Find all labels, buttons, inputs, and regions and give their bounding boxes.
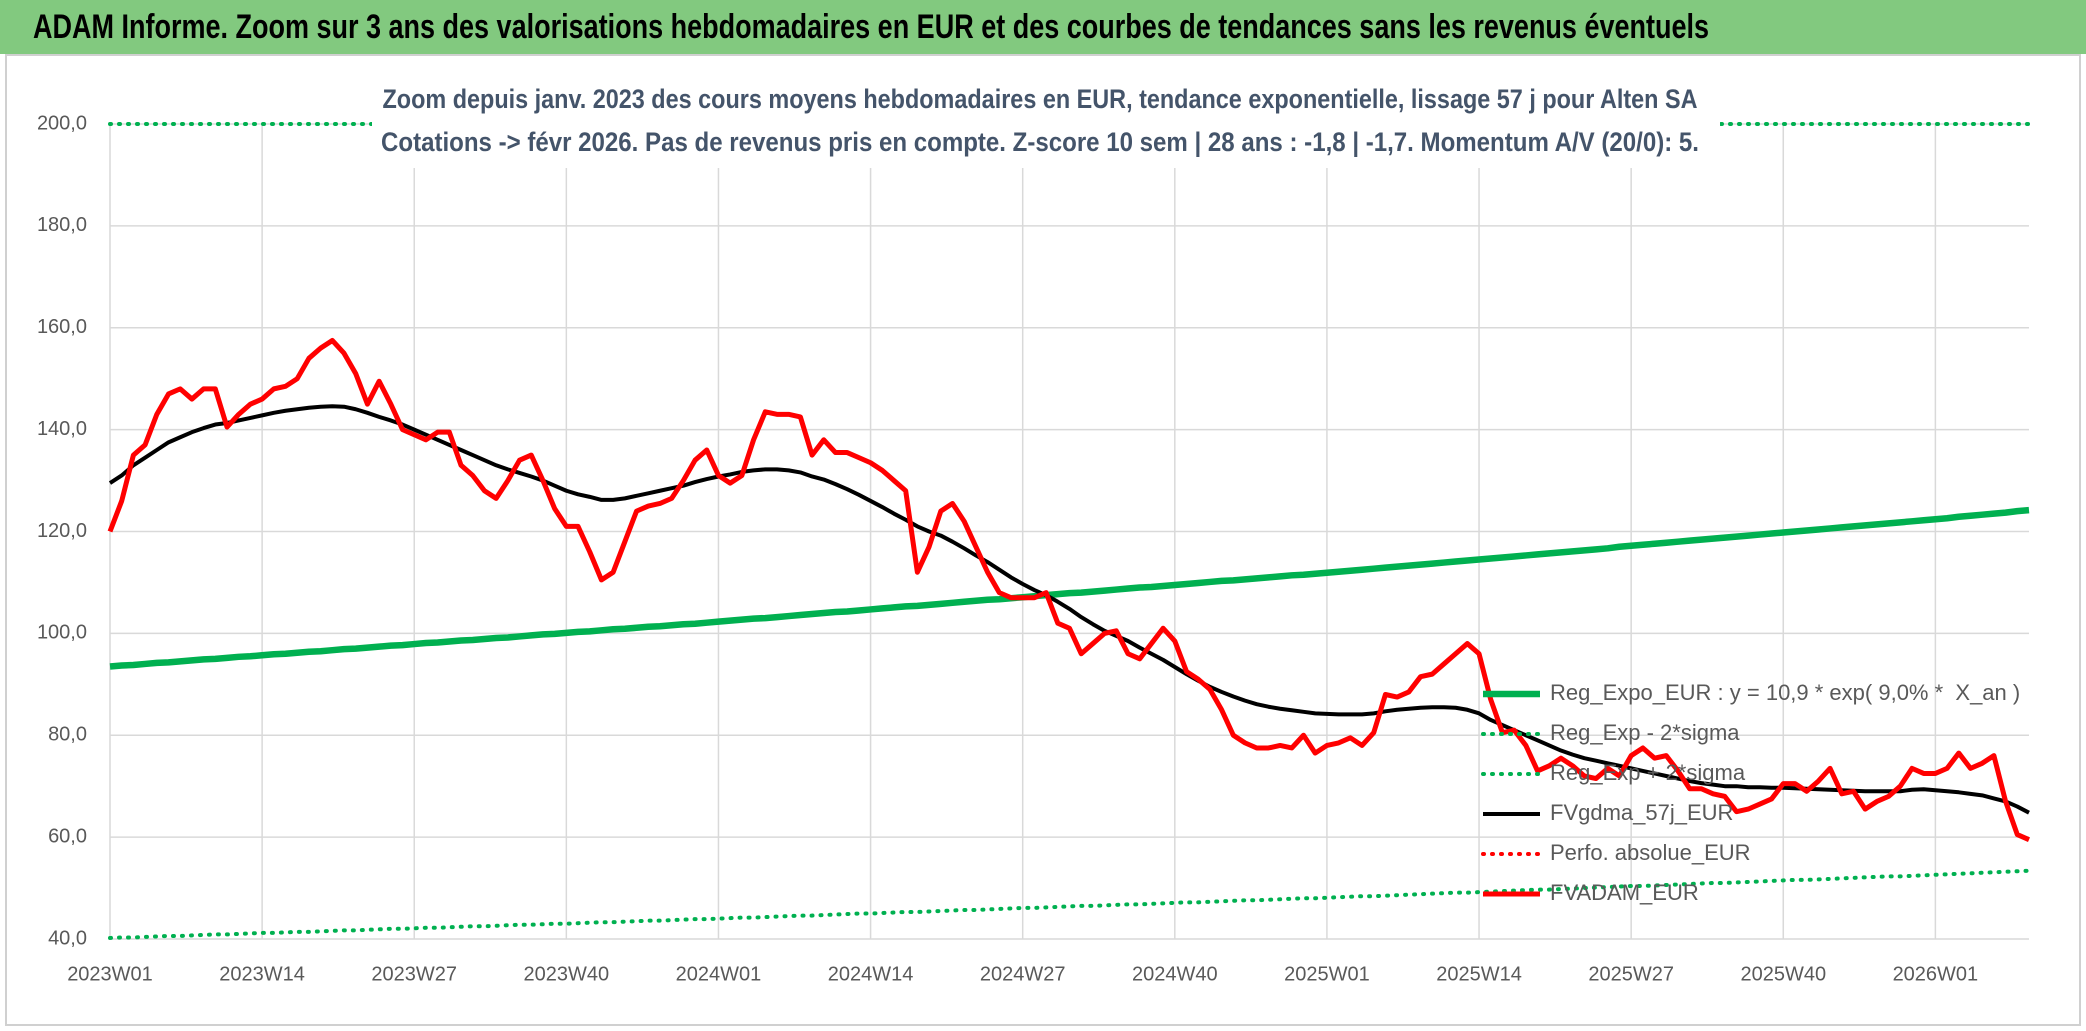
x-tick-label: 2025W40 (1740, 963, 1826, 985)
legend-label: Perfo. absolue_EUR (1550, 840, 1751, 865)
x-tick-label: 2023W40 (524, 963, 610, 985)
legend-label: Reg_Expo_EUR : y = 10,9 * exp( 9,0% * X_… (1550, 680, 2020, 705)
y-tick-label: 180,0 (37, 214, 87, 236)
header-bar (0, 0, 2086, 54)
x-tick-label: 2024W40 (1132, 963, 1218, 985)
y-tick-label: 160,0 (37, 316, 87, 338)
chart-frame (5, 54, 2081, 1026)
x-tick-label: 2026W01 (1893, 963, 1979, 985)
x-tick-label: 2023W14 (219, 963, 305, 985)
x-tick-label: 2024W01 (676, 963, 762, 985)
series-line (109, 506, 2030, 670)
legend-label: FVADAM_EUR (1550, 880, 1699, 905)
y-tick-label: 140,0 (37, 418, 87, 440)
y-tick-label: 100,0 (37, 622, 87, 644)
y-tick-label: 200,0 (37, 112, 87, 134)
y-tick-label: 120,0 (37, 520, 87, 542)
chart-title: ADAM Informe. Zoom sur 3 ans des valoris… (33, 8, 1709, 46)
x-tick-label: 2023W01 (67, 963, 153, 985)
subtitle-background (372, 80, 1720, 168)
y-tick-label: 60,0 (48, 825, 87, 847)
subtitle-line: Zoom depuis janv. 2023 des cours moyens … (383, 84, 1698, 114)
x-tick-label: 2024W14 (828, 963, 914, 985)
x-tick-label: 2023W27 (371, 963, 457, 985)
x-tick-label: 2025W14 (1436, 963, 1522, 985)
series-line (108, 868, 2031, 940)
y-tick-label: 40,0 (48, 927, 87, 949)
grid: 40,0 60,0 80,0 100,0 120,0 140,0 160,0 180,0 200… (37, 112, 2029, 985)
legend-label: FVgdma_57j_EUR (1550, 800, 1733, 825)
y-tick-label: 80,0 (48, 724, 87, 746)
legend: Reg_Expo_EUR : y = 10,9 * exp( 9,0% * X_… (1481, 680, 2020, 905)
x-tick-label: 2025W01 (1284, 963, 1370, 985)
legend-label: Reg_Exp + 2*sigma (1550, 760, 1746, 785)
plot-area (107, 122, 2031, 940)
subtitle-line: Cotations -> févr 2026. Pas de revenus p… (381, 127, 1699, 157)
x-tick-label: 2024W27 (980, 963, 1066, 985)
x-tick-label: 2025W27 (1588, 963, 1674, 985)
series-line (107, 337, 2030, 842)
legend-label: Reg_Exp - 2*sigma (1550, 720, 1740, 745)
